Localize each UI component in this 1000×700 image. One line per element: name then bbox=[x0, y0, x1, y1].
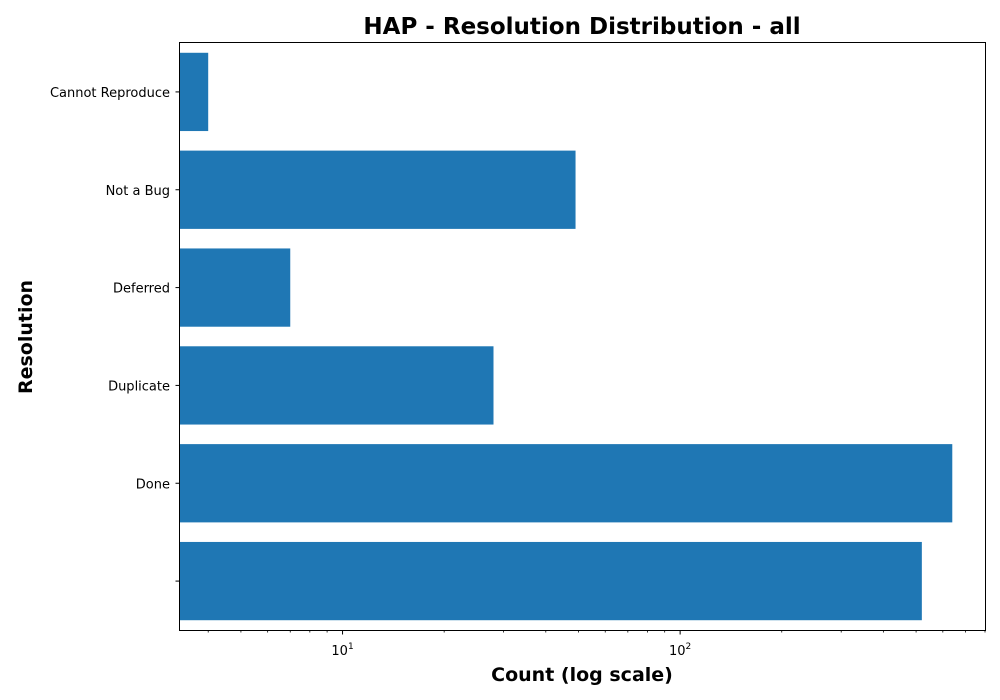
x-ticks-group: 101 102 bbox=[207, 630, 986, 659]
x-axis-label: Count (log scale) bbox=[491, 664, 673, 686]
bar-0 bbox=[180, 541, 922, 621]
x-tick-base: 10 bbox=[331, 644, 348, 659]
x-tick-base: 10 bbox=[669, 644, 686, 659]
y-tick-label: Duplicate bbox=[108, 379, 170, 394]
y-tick-label: Not a Bug bbox=[106, 184, 170, 199]
y-axis-label: Resolution bbox=[15, 280, 37, 394]
x-tick-exponent: 2 bbox=[686, 642, 692, 652]
x-tick-label: 101 bbox=[331, 642, 353, 659]
bar-1 bbox=[180, 444, 953, 523]
y-tick-label: Cannot Reproduce bbox=[50, 86, 170, 101]
bars-group bbox=[180, 52, 953, 621]
bar-5 bbox=[180, 52, 209, 132]
bar-4 bbox=[180, 150, 576, 229]
bar-2 bbox=[180, 346, 494, 425]
y-tick-label: Deferred bbox=[113, 282, 170, 297]
bar-3 bbox=[180, 248, 291, 327]
chart-title: HAP - Resolution Distribution - all bbox=[363, 14, 800, 40]
y-tick-label: Done bbox=[136, 477, 170, 492]
x-tick-exponent: 1 bbox=[348, 642, 354, 652]
plot-frame bbox=[179, 42, 986, 631]
x-tick-label: 102 bbox=[669, 642, 691, 659]
